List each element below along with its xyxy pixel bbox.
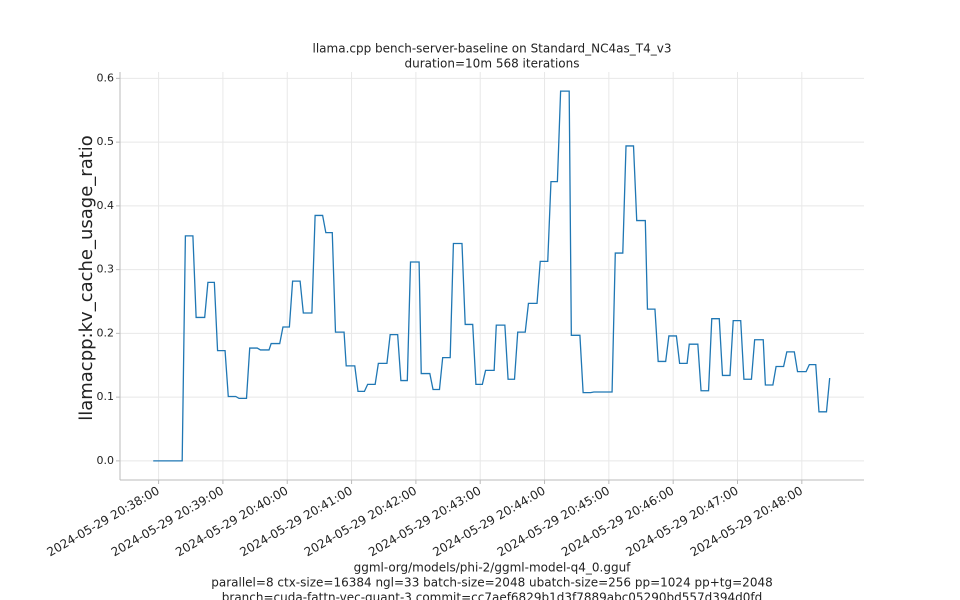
y-tick-label: 0.1 [97, 390, 115, 403]
x-tick-label: 2024-05-29 20:45:00 [495, 484, 612, 560]
y-tick-label: 0.5 [97, 135, 115, 148]
y-tick-label: 0.2 [97, 326, 115, 339]
x-tick-label: 2024-05-29 20:42:00 [302, 484, 419, 560]
x-axis-label: ggml-org/models/phi-2/ggml-model-q4_0.gg… [354, 561, 632, 575]
x-axis-label: branch=cuda-fattn-vec-quant-3 commit=cc7… [222, 591, 762, 600]
x-tick-label: 2024-05-29 20:46:00 [559, 484, 676, 560]
x-tick-label: 2024-05-29 20:48:00 [688, 484, 805, 560]
chart-subtitle: duration=10m 568 iterations [405, 57, 580, 71]
x-tick-label: 2024-05-29 20:44:00 [430, 484, 547, 560]
y-axis-label: llamacpp:kv_cache_usage_ratio [76, 135, 97, 421]
x-tick-label: 2024-05-29 20:40:00 [173, 484, 290, 560]
x-tick-label: 2024-05-29 20:39:00 [109, 484, 226, 560]
chart-title: llama.cpp bench-server-baseline on Stand… [313, 42, 672, 56]
line-series [153, 90, 831, 462]
x-tick-label: 2024-05-29 20:43:00 [366, 484, 483, 560]
y-tick-label: 0.3 [97, 263, 115, 276]
y-tick-label: 0.0 [97, 454, 115, 467]
y-tick-label: 0.4 [97, 199, 115, 212]
x-axis-label: parallel=8 ctx-size=16384 ngl=33 batch-s… [211, 576, 772, 590]
y-tick-label: 0.6 [97, 71, 115, 84]
x-tick-label: 2024-05-29 20:38:00 [44, 484, 161, 560]
x-tick-label: 2024-05-29 20:47:00 [623, 484, 740, 560]
x-tick-label: 2024-05-29 20:41:00 [237, 484, 354, 560]
